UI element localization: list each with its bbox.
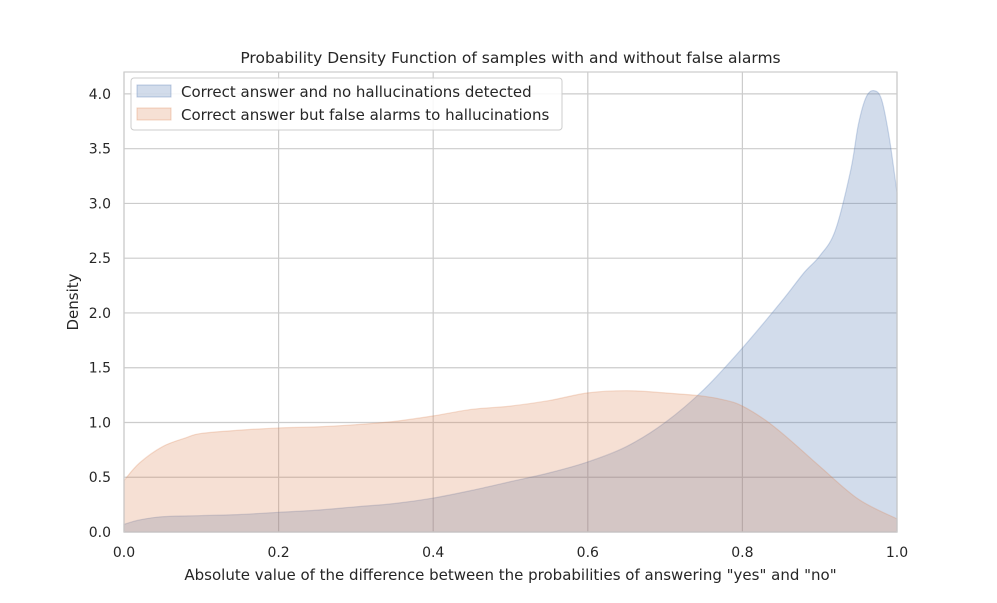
x-tick-label: 0.0	[113, 545, 135, 561]
y-tick-label: 0.5	[89, 470, 111, 486]
x-tick-labels: 0.0 0.2 0.4 0.6 0.8 1.0	[113, 545, 908, 561]
area-false-alarms	[123, 390, 898, 533]
legend-swatch-false-alarms	[136, 107, 172, 121]
y-tick-labels: 0.0 0.5 1.0 1.5 2.0 2.5 3.0 3.5 4.0	[89, 87, 111, 541]
x-tick-label: 0.4	[422, 545, 444, 561]
chart-title: Probability Density Function of samples …	[240, 49, 780, 67]
y-tick-label: 1.5	[89, 361, 111, 377]
legend: Correct answer and no hallucinations det…	[130, 77, 563, 131]
legend-swatch-no-hallucinations	[136, 84, 172, 98]
legend-label-false-alarms: Correct answer but false alarms to hallu…	[181, 106, 549, 124]
y-tick-label: 2.5	[89, 251, 111, 267]
legend-box	[130, 77, 563, 131]
y-tick-label: 2.0	[89, 306, 111, 322]
x-tick-label: 0.8	[731, 545, 753, 561]
density-areas	[123, 89, 898, 533]
y-tick-label: 4.0	[89, 87, 111, 103]
x-axis-label: Absolute value of the difference between…	[184, 566, 836, 584]
x-tick-label: 0.2	[267, 545, 289, 561]
y-tick-label: 0.0	[89, 525, 111, 541]
area-no-hallucinations	[123, 89, 898, 533]
plot-frame	[123, 71, 898, 533]
y-tick-label: 3.5	[89, 142, 111, 158]
x-tick-label: 1.0	[886, 545, 908, 561]
y-tick-label: 3.0	[89, 196, 111, 212]
x-tick-label: 0.6	[577, 545, 599, 561]
y-tick-label: 1.0	[89, 415, 111, 431]
legend-label-no-hallucinations: Correct answer and no hallucinations det…	[181, 83, 532, 101]
y-axis-label: Density	[64, 273, 82, 330]
